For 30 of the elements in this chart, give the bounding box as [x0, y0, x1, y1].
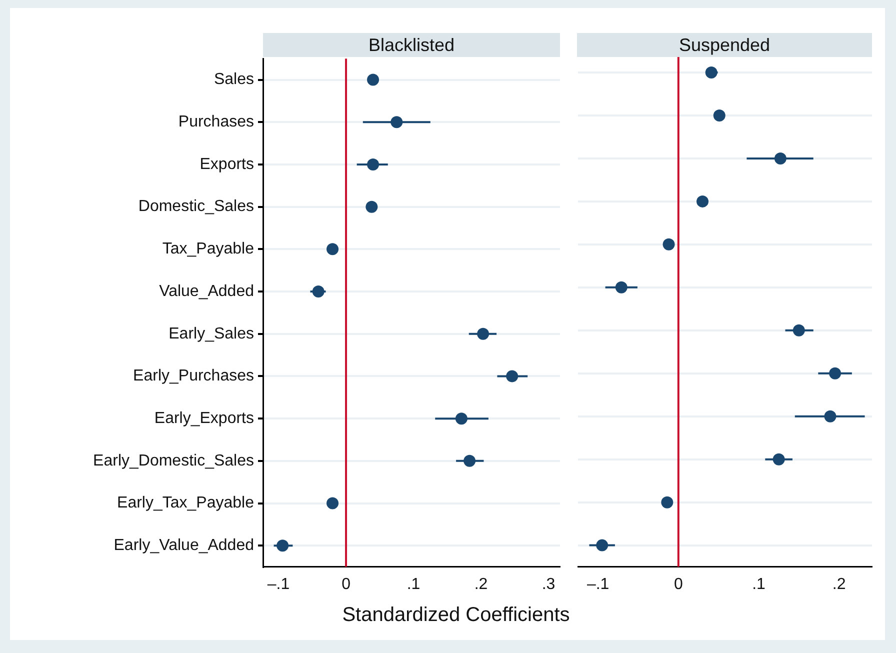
x-tick-label: .3	[542, 576, 556, 593]
point	[326, 497, 339, 510]
y-tick-label: Tax_Payable	[162, 240, 254, 258]
x-tick-label: –.1	[267, 576, 290, 593]
y-tick-label: Value_Added	[159, 282, 254, 300]
y-tick-label: Early_Value_Added	[114, 537, 254, 554]
y-tick-label: Sales	[214, 71, 254, 88]
x-tick-label: –.1	[586, 576, 610, 593]
y-tick-label: Purchases	[178, 114, 254, 131]
point	[326, 243, 339, 256]
point	[367, 74, 380, 86]
x-tick-label: .1	[752, 576, 766, 593]
point	[662, 238, 675, 250]
point	[661, 496, 674, 508]
y-tick-label: Early_Purchases	[133, 368, 254, 385]
point	[366, 200, 378, 213]
x-tick-label: .2	[832, 576, 846, 593]
x-axis-title: Standardized Coefficients	[341, 604, 571, 627]
y-tick-label: Domestic_Sales	[138, 198, 254, 216]
point	[696, 195, 709, 208]
x-tick-label: .1	[406, 576, 420, 593]
y-tick-label: Exports	[200, 156, 254, 173]
point	[713, 109, 726, 122]
x-tick-label: 0	[674, 576, 683, 593]
x-tick-label: .2	[474, 576, 488, 593]
y-tick-label: Early_Exports	[154, 410, 254, 427]
y-tick-label: Early_Sales	[168, 325, 254, 342]
y-tick-label: Early_Domestic_Sales	[93, 452, 254, 470]
y-tick-label: Early_Tax_Payable	[117, 494, 254, 512]
x-tick-label: 0	[342, 576, 351, 593]
